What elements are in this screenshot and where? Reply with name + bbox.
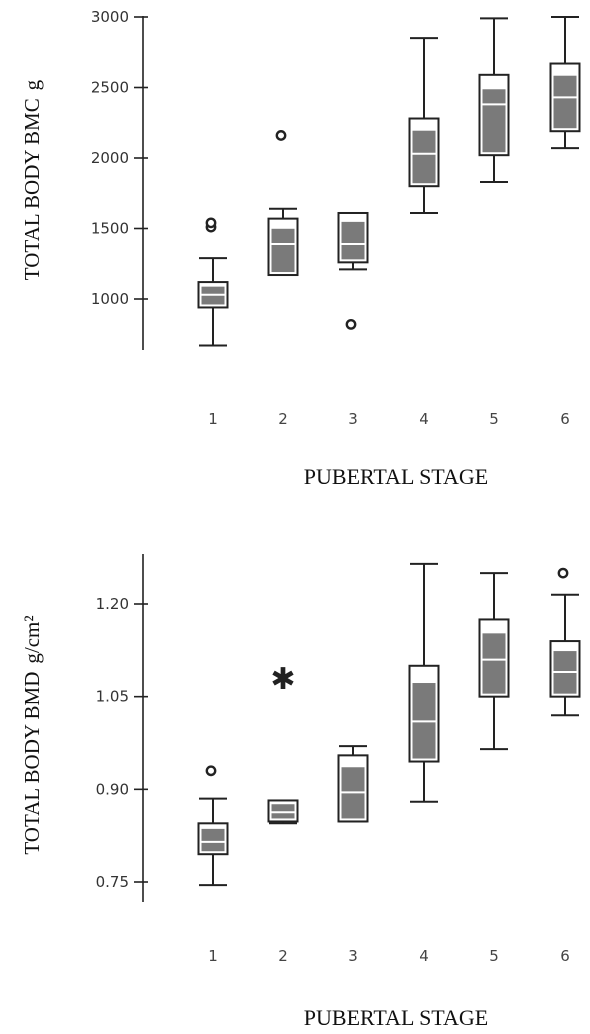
- bmc-y-tick-label: 1500: [91, 220, 129, 238]
- bmc-y-tick-label: 3000: [91, 8, 129, 26]
- outlier-marker: [557, 567, 569, 579]
- bmc-x-tick-labels: 1 2 3 4 5 6: [208, 410, 570, 428]
- bmd-y-ticks: 0.75 0.90 1.05 1.20: [96, 595, 148, 891]
- bmd-y-axis-unit: g/cm²: [20, 615, 44, 663]
- bmc-box-stage-1: [197, 217, 229, 347]
- bmd-box-stage-4: [408, 562, 440, 803]
- bmc-y-tick-label: 2500: [91, 79, 129, 97]
- bmd-y-tick-label: 1.20: [96, 595, 129, 613]
- bmd-x-tick-label: 5: [489, 947, 499, 965]
- bmd-y-tick-label: 1.05: [96, 688, 129, 706]
- bmd-x-tick-label: 2: [278, 947, 288, 965]
- extreme-outlier-marker: ✱: [270, 662, 295, 697]
- bmd-x-axis-title: PUBERTAL STAGE: [304, 1005, 488, 1030]
- bmd-x-tick-label: 3: [348, 947, 358, 965]
- bmd-box-stage-2: ✱: [267, 662, 299, 825]
- bmc-y-tick-label: 1000: [91, 290, 129, 308]
- bmc-x-tick-label: 4: [419, 410, 429, 428]
- bmd-box-stage-3: [337, 745, 369, 823]
- bmc-y-axis-unit: g: [20, 79, 44, 90]
- iqr-shade: [271, 228, 295, 273]
- bmd-chart: 0.75 0.90 1.05 1.20 ✱ 1 2 3 4 5 6 TOTAL BODY BMD…: [20, 554, 581, 1030]
- bmc-box-stage-6: [549, 16, 581, 150]
- bmc-x-tick-label: 3: [348, 410, 358, 428]
- iqr-shade: [482, 89, 506, 153]
- bmc-y-ticks: 1000 1500 2000 2500 3000: [91, 8, 148, 308]
- iqr-shade: [201, 828, 225, 852]
- bmd-y-axis-label: TOTAL BODY BMD: [20, 672, 44, 855]
- bmc-x-tick-label: 2: [278, 410, 288, 428]
- iqr-shade: [553, 75, 577, 129]
- bmd-y-tick-label: 0.90: [96, 780, 129, 798]
- bmd-x-tick-label: 6: [560, 947, 570, 965]
- bmc-x-tick-label: 5: [489, 410, 499, 428]
- bmc-x-axis-title: PUBERTAL STAGE: [304, 464, 488, 489]
- bmd-boxes: ✱: [197, 562, 581, 887]
- bmc-x-tick-label: 6: [560, 410, 570, 428]
- bmd-y-tick-label: 0.75: [96, 873, 129, 891]
- bmd-box-stage-5: [478, 572, 510, 751]
- bmd-y-axis-title: TOTAL BODY BMD g/cm²: [20, 615, 44, 854]
- bmc-x-tick-label: 1: [208, 410, 218, 428]
- outlier-marker: [205, 765, 217, 777]
- iqr-shade: [482, 633, 506, 694]
- bmc-boxes: [197, 16, 581, 347]
- bmc-box-stage-4: [408, 37, 440, 214]
- bmc-chart: 1000 1500 2000 2500 3000 1 2 3 4 5 6 TOTAL BODY B…: [20, 8, 581, 489]
- bmc-box-stage-3: [337, 211, 369, 330]
- bmc-box-stage-2: [267, 130, 299, 277]
- iqr-shade: [341, 221, 365, 260]
- bmd-x-tick-labels: 1 2 3 4 5 6: [208, 947, 570, 965]
- outlier-marker: [205, 217, 217, 229]
- bmd-box-stage-1: [197, 765, 229, 887]
- bmc-y-axis-title: TOTAL BODY BMC g: [20, 79, 44, 280]
- outlier-marker: [275, 130, 287, 141]
- outlier-marker: [345, 318, 357, 330]
- bmc-y-tick-label: 2000: [91, 149, 129, 167]
- iqr-shade: [412, 130, 436, 184]
- bmd-x-tick-label: 4: [419, 947, 429, 965]
- bmd-box-stage-6: [549, 567, 581, 717]
- bmd-x-tick-label: 1: [208, 947, 218, 965]
- bmc-y-axis-label: TOTAL BODY BMC: [20, 98, 44, 280]
- bmc-box-stage-5: [478, 17, 510, 183]
